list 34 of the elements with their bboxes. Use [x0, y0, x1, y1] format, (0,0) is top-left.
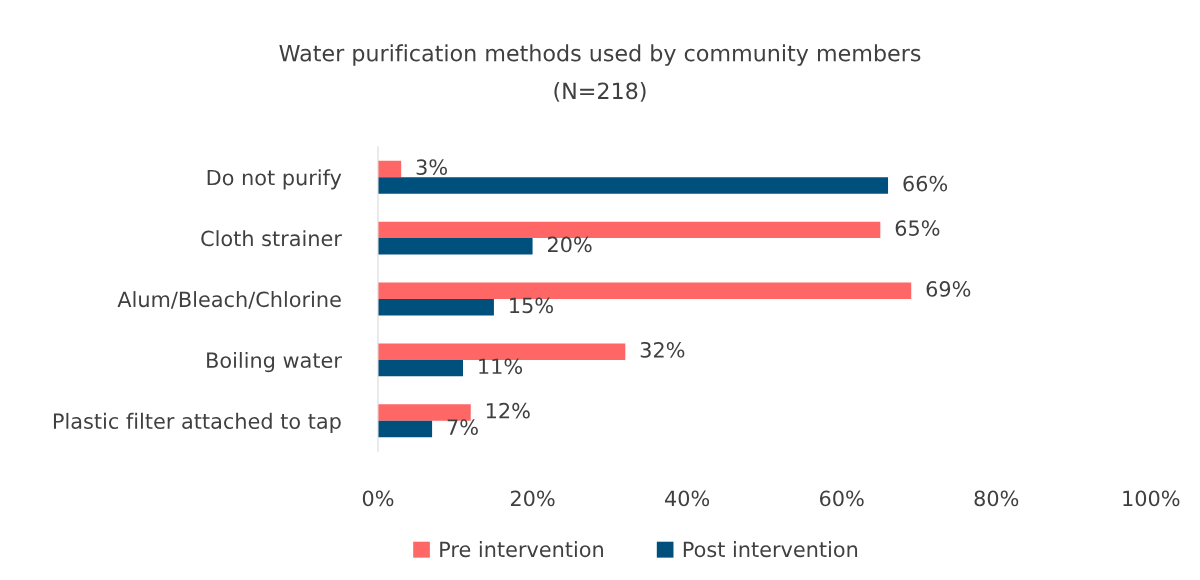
- bar: [378, 177, 889, 194]
- x-tick-label: 80%: [974, 490, 1019, 507]
- bar: [378, 343, 626, 360]
- x-tick-label: 60%: [819, 490, 864, 507]
- x-tick-label: 20%: [510, 490, 555, 507]
- data-label: 66%: [903, 175, 948, 192]
- bar: [378, 298, 494, 316]
- y-tick-label: Cloth strainer: [201, 230, 342, 247]
- chart-title: Water purification methods used by community members: [279, 44, 921, 66]
- data-label: 3%: [416, 159, 447, 176]
- x-tick-label: 100%: [1123, 490, 1180, 507]
- bar: [378, 359, 464, 377]
- y-tick-label: Boiling water: [207, 351, 342, 373]
- bar: [378, 238, 533, 255]
- data-label: 65%: [895, 220, 940, 236]
- bar: [378, 420, 433, 438]
- data-label: 12%: [486, 402, 530, 419]
- data-label: 32%: [640, 341, 685, 358]
- data-label: 7%: [447, 419, 478, 436]
- bar: [378, 282, 912, 299]
- chart-subtitle: (N=218): [554, 82, 646, 102]
- x-tick-label: 0%: [362, 490, 394, 507]
- data-label: 69%: [926, 281, 971, 297]
- bar: [378, 160, 402, 178]
- y-tick-label: Plastic filter attached to tap: [53, 412, 341, 434]
- data-label: 15%: [510, 297, 553, 314]
- x-tick-label: 40%: [664, 490, 710, 507]
- data-label: 20%: [547, 236, 592, 253]
- y-tick-label: Do not purify: [207, 169, 342, 190]
- legend-label: Post intervention: [683, 541, 858, 558]
- y-tick-label: Alum/Bleach/Chlorine: [117, 291, 341, 309]
- legend-label: Pre intervention: [440, 541, 603, 558]
- data-label: 11%: [479, 358, 523, 375]
- bar: [378, 404, 471, 421]
